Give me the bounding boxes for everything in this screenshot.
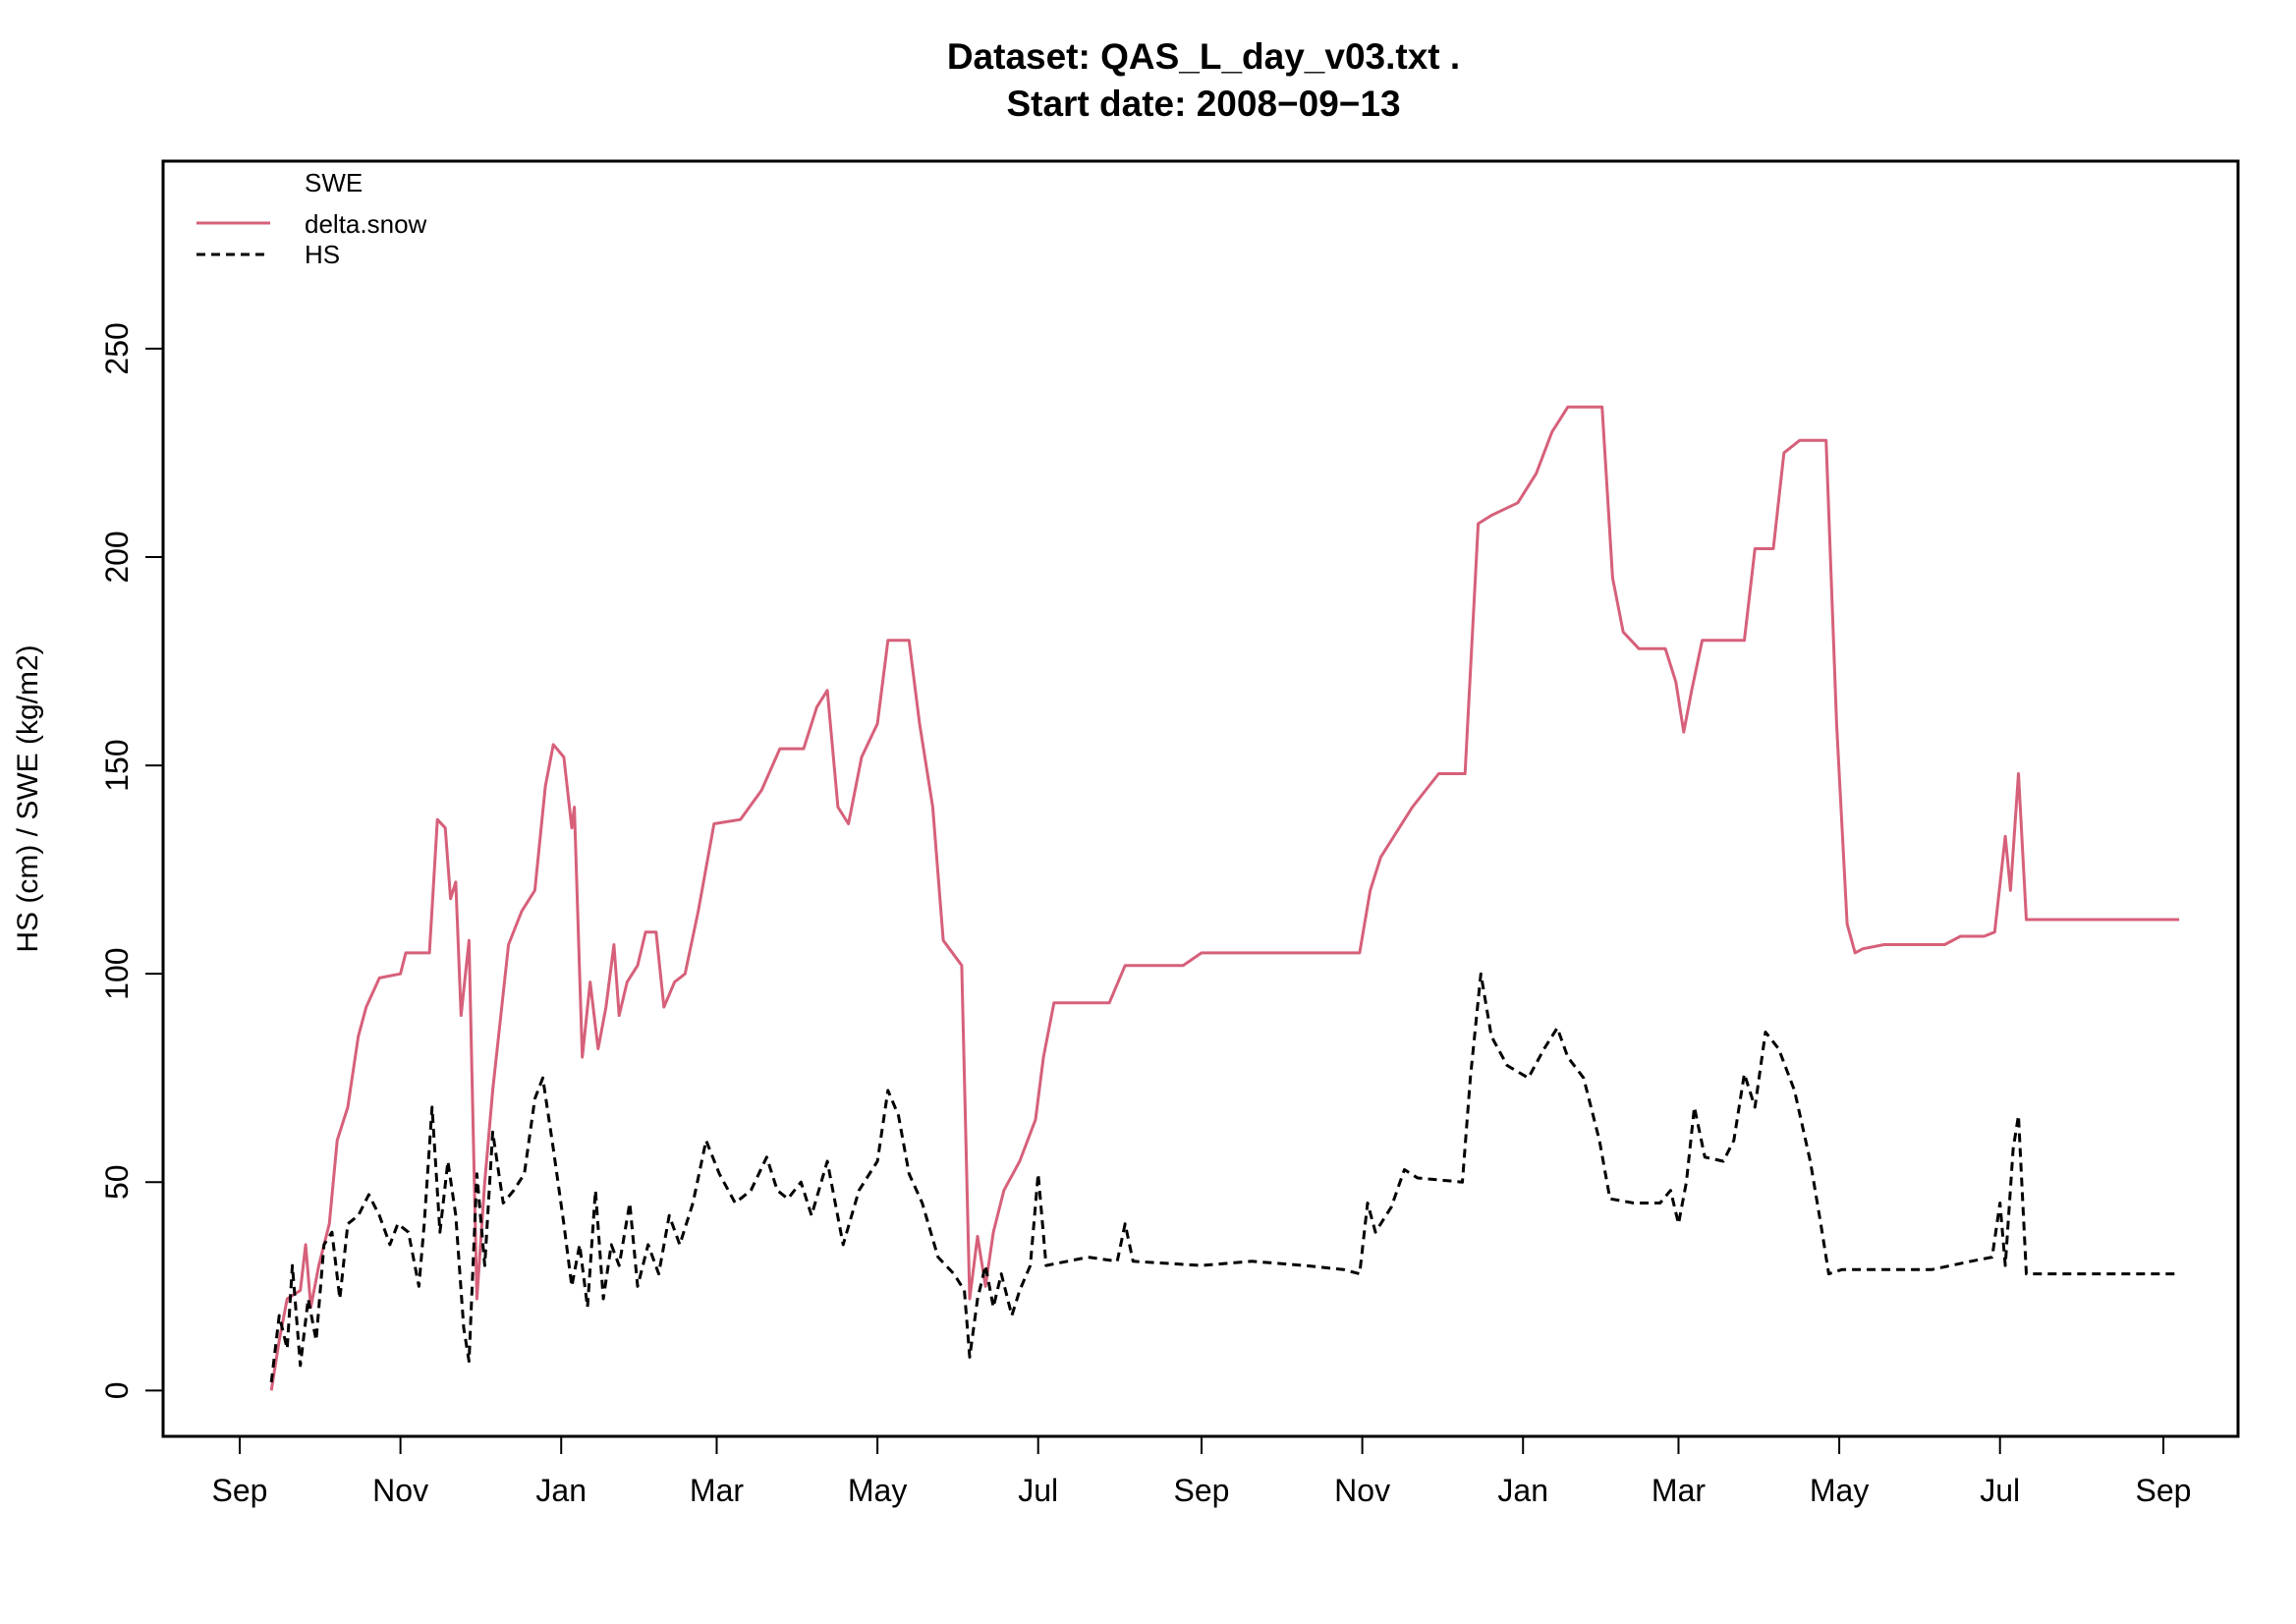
series-line-delta-snow: [269, 405, 2180, 1391]
series-layer: [269, 405, 2180, 1391]
x-axis: Sep Nov Jan Mar May Jul Sep Nov Jan Mar May Jul Sep: [212, 1435, 2192, 1508]
x-tick-label: Nov: [372, 1473, 428, 1508]
y-tick-label: 200: [99, 531, 135, 583]
legend-header: SWE: [305, 168, 363, 197]
x-tick-label: Jan: [535, 1473, 587, 1508]
x-tick-label: Sep: [212, 1473, 268, 1508]
y-axis-label: HS (cm) / SWE (kg/m2): [12, 644, 44, 952]
x-tick-label: Jul: [1018, 1473, 1058, 1508]
y-tick-label: 250: [99, 322, 135, 374]
x-tick-label: Jan: [1497, 1473, 1548, 1508]
x-tick-label: Sep: [1174, 1473, 1230, 1508]
x-tick-label: Sep: [2136, 1473, 2192, 1508]
x-tick-label: Nov: [1334, 1473, 1390, 1508]
y-tick-label: 50: [99, 1164, 135, 1200]
x-tick-label: Mar: [1652, 1473, 1706, 1508]
x-tick-label: Jul: [1980, 1473, 2020, 1508]
y-tick-label: 100: [99, 947, 135, 999]
legend-label-delta-snow: delta.snow: [305, 209, 427, 239]
legend: SWE delta.snow HS: [196, 168, 427, 269]
series-line-hs: [269, 972, 2180, 1383]
y-tick-label: 150: [99, 739, 135, 791]
legend-label-hs: HS: [305, 240, 340, 269]
y-axis: 0 50 100 150 200 250: [99, 322, 164, 1399]
x-tick-label: May: [1810, 1473, 1869, 1508]
x-tick-label: Mar: [690, 1473, 744, 1508]
y-tick-label: 0: [99, 1381, 135, 1399]
chart-title: Dataset: QAS_L_day_v03.txt .: [947, 36, 1460, 77]
chart-subtitle: Start date: 2008−09−13: [1006, 84, 1400, 124]
x-tick-label: May: [848, 1473, 907, 1508]
